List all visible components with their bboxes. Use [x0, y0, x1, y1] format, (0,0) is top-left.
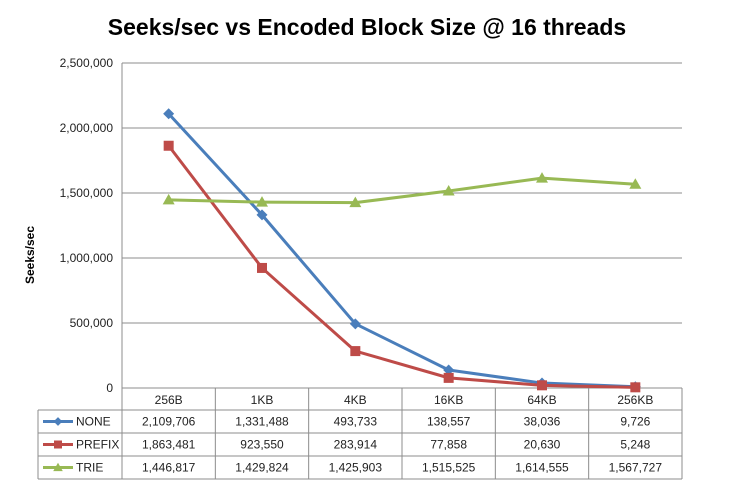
legend-label-none: NONE	[76, 415, 111, 429]
data-point-prefix	[537, 380, 547, 391]
data-point-prefix	[443, 372, 454, 383]
table-cell: 1,614,555	[515, 461, 569, 475]
data-point-trie	[629, 178, 642, 189]
data-point-none	[256, 209, 268, 221]
y-tick-label: 0	[106, 381, 113, 395]
x-tick-label: 1KB	[251, 393, 274, 407]
data-point-prefix	[350, 346, 361, 357]
legend-marker-none	[53, 417, 63, 426]
chart-title: Seeks/sec vs Encoded Block Size @ 16 thr…	[107, 14, 627, 40]
data-point-prefix	[257, 262, 267, 273]
table-cell: 2,109,706	[142, 415, 196, 429]
table-cell: 38,036	[524, 415, 561, 429]
legend-marker-trie	[53, 462, 63, 472]
y-tick-label: 500,000	[70, 316, 114, 330]
data-point-trie	[536, 172, 548, 183]
y-tick-label: 2,000,000	[60, 121, 114, 135]
y-tick-label: 2,500,000	[60, 56, 114, 70]
table-cell: 493,733	[334, 415, 378, 429]
table-cell: 138,557	[427, 415, 471, 429]
data-point-none	[443, 364, 455, 376]
data-point-prefix	[163, 140, 174, 151]
table-cell: 77,858	[430, 438, 467, 452]
table-cell: 1,863,481	[142, 438, 196, 452]
data-point-trie	[256, 196, 268, 207]
legend-label-prefix: PREFIX	[76, 438, 119, 452]
series-line-none	[167, 112, 636, 389]
table-cell: 923,550	[240, 438, 284, 452]
series-line-prefix	[167, 144, 636, 389]
table-cell: 1,425,903	[329, 461, 383, 475]
data-point-prefix	[630, 382, 641, 393]
table-cell: 9,726	[620, 415, 650, 429]
y-tick-label: 1,000,000	[60, 251, 114, 265]
table-cell: 1,331,488	[235, 415, 289, 429]
table-cell: 1,429,824	[235, 461, 289, 475]
legend-label-trie: TRIE	[76, 461, 103, 475]
table-cell: 5,248	[620, 438, 650, 452]
x-tick-label: 16KB	[434, 393, 463, 407]
x-tick-label: 64KB	[527, 393, 556, 407]
data-point-trie	[442, 184, 455, 196]
table-cell: 20,630	[524, 438, 561, 452]
table-cell: 1,515,525	[422, 461, 476, 475]
table-cell: 1,567,727	[609, 461, 663, 475]
x-tick-label: 4KB	[344, 393, 367, 407]
table-cell: 283,914	[334, 438, 378, 452]
legend-marker-prefix	[54, 440, 62, 449]
series-line-trie	[168, 176, 636, 205]
data-point-none	[349, 318, 361, 330]
data-point-none	[163, 108, 175, 120]
table-cell: 1,446,817	[142, 461, 196, 475]
data-point-trie	[349, 196, 362, 208]
x-tick-label: 256B	[155, 393, 183, 407]
data-point-trie	[162, 193, 175, 205]
y-tick-label: 1,500,000	[60, 186, 114, 200]
x-tick-label: 256KB	[617, 393, 653, 407]
